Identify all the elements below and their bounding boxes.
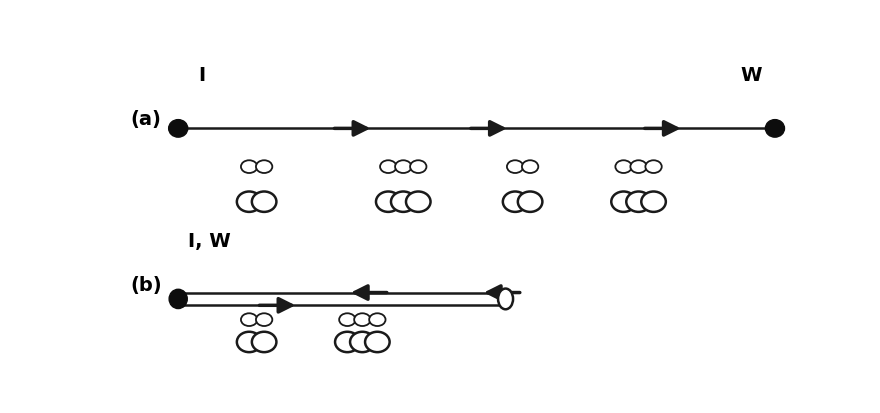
Ellipse shape [645, 161, 662, 173]
Ellipse shape [354, 313, 370, 326]
Ellipse shape [237, 332, 261, 352]
Ellipse shape [410, 161, 427, 173]
Ellipse shape [256, 313, 272, 326]
Ellipse shape [502, 192, 527, 212]
Ellipse shape [406, 192, 430, 212]
Ellipse shape [380, 161, 397, 173]
Text: (a): (a) [130, 110, 161, 129]
Ellipse shape [370, 313, 385, 326]
Text: I: I [199, 66, 206, 85]
Ellipse shape [642, 192, 666, 212]
Ellipse shape [630, 161, 647, 173]
Ellipse shape [612, 192, 636, 212]
Ellipse shape [169, 120, 187, 138]
Ellipse shape [241, 313, 257, 326]
Ellipse shape [627, 192, 651, 212]
Ellipse shape [241, 161, 257, 173]
Ellipse shape [252, 192, 276, 212]
Ellipse shape [615, 161, 632, 173]
Ellipse shape [169, 290, 187, 309]
Text: (b): (b) [130, 275, 162, 294]
Ellipse shape [507, 161, 524, 173]
Ellipse shape [498, 289, 513, 309]
Ellipse shape [350, 332, 375, 352]
Ellipse shape [252, 332, 276, 352]
Text: W: W [740, 66, 762, 85]
Ellipse shape [501, 292, 510, 307]
Ellipse shape [376, 192, 400, 212]
Ellipse shape [766, 120, 784, 138]
Ellipse shape [395, 161, 412, 173]
Ellipse shape [391, 192, 415, 212]
Ellipse shape [237, 192, 261, 212]
Ellipse shape [517, 192, 542, 212]
Ellipse shape [335, 332, 360, 352]
Text: I, W: I, W [187, 231, 231, 250]
Ellipse shape [256, 161, 272, 173]
Ellipse shape [365, 332, 390, 352]
Ellipse shape [339, 313, 356, 326]
Ellipse shape [522, 161, 539, 173]
